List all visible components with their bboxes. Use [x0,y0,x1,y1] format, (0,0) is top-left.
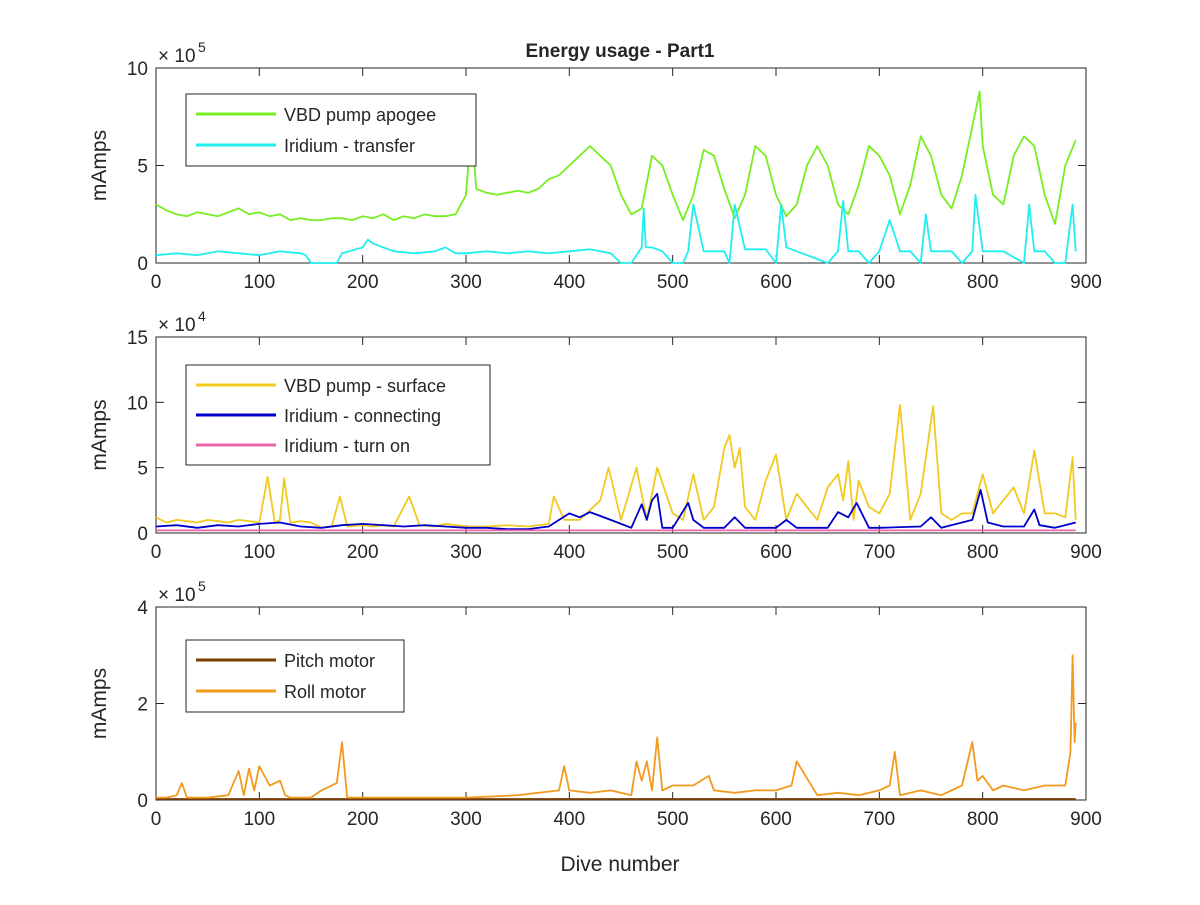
x-tick-label: 500 [657,542,689,563]
x-tick-label: 700 [863,542,895,563]
x-tick-label: 900 [1070,809,1102,830]
y-exponent-label: × 10 [158,585,196,606]
legend-box [185,93,477,167]
y-tick-label: 2 [137,695,148,716]
y-tick-label: 4 [137,598,148,619]
series-line-vbd-pump-surface [155,403,1077,529]
x-tick-label: 400 [553,809,585,830]
y-exponent-power: 4 [198,308,206,324]
x-tick-label: 600 [760,542,792,563]
x-tick-label: 900 [1070,542,1102,563]
x-tick-label: 900 [1070,272,1102,293]
x-tick-label: 800 [967,272,999,293]
x-tick-label: 500 [657,272,689,293]
x-tick-label: 300 [450,272,482,293]
legend-label: VBD pump - surface [284,376,446,396]
x-tick-label: 100 [243,272,275,293]
series-line-vbd-pump-apogee [155,90,1077,225]
x-tick-label: 200 [347,809,379,830]
y-tick-label: 10 [127,393,148,414]
y-tick-label: 15 [127,328,148,349]
x-tick-label: 200 [347,272,379,293]
y-axis-label: mAmps [88,668,111,739]
y-axis-label: mAmps [88,130,111,201]
legend-label: Iridium - turn on [284,436,410,456]
x-tick-label: 200 [347,542,379,563]
y-axis-label: mAmps [88,399,111,470]
x-tick-label: 600 [760,809,792,830]
y-exponent-label: × 10 [158,315,196,336]
legend-box [185,639,405,713]
x-tick-label: 800 [967,542,999,563]
x-tick-label: 700 [863,272,895,293]
y-tick-label: 0 [137,524,148,545]
x-tick-label: 0 [151,809,162,830]
x-tick-label: 0 [151,542,162,563]
y-exponent-label: × 10 [158,46,196,67]
chart-title: Energy usage - Part1 [525,41,714,62]
y-tick-label: 5 [137,157,148,178]
legend-label: VBD pump apogee [284,105,436,125]
y-exponent-power: 5 [198,39,206,55]
x-axis-label: Dive number [560,853,679,876]
x-tick-label: 300 [450,542,482,563]
x-tick-label: 600 [760,272,792,293]
legend-label: Roll motor [284,682,366,702]
legend-label: Iridium - transfer [284,136,415,156]
x-tick-label: 800 [967,809,999,830]
y-tick-label: 10 [127,59,148,80]
series-line-iridium-transfer [155,193,1077,264]
series-line-roll-motor [156,654,1077,799]
y-exponent-power: 5 [198,578,206,594]
x-tick-label: 0 [151,272,162,293]
x-tick-label: 700 [863,809,895,830]
x-tick-label: 100 [243,809,275,830]
y-tick-label: 5 [137,459,148,480]
x-tick-label: 500 [657,809,689,830]
legend-label: Pitch motor [284,651,375,671]
y-tick-label: 0 [137,791,148,812]
legend-label: Iridium - connecting [284,406,441,426]
x-tick-label: 300 [450,809,482,830]
x-tick-label: 400 [553,542,585,563]
y-tick-label: 0 [137,254,148,275]
x-tick-label: 100 [243,542,275,563]
x-tick-label: 400 [553,272,585,293]
series-line-iridium-connecting [155,488,1076,530]
